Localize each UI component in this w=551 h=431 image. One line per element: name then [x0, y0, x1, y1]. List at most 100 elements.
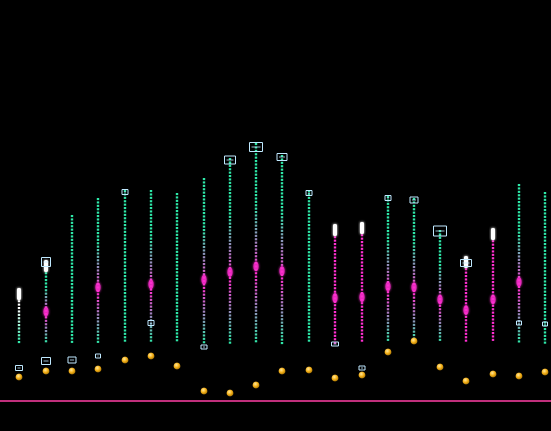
- bar-segment: [412, 276, 416, 279]
- bar-segment: [333, 280, 337, 283]
- bar-segment: [280, 209, 284, 212]
- bracket-marker-icon: [409, 196, 419, 204]
- bar-segment: [386, 226, 390, 229]
- bar-segment: [70, 221, 74, 224]
- bar-segment: [254, 187, 258, 190]
- bar-segment: [464, 292, 468, 295]
- bar-segment: [96, 310, 100, 313]
- bar-segment: [254, 340, 258, 343]
- bar-segment: [543, 260, 547, 263]
- bar-segment: [202, 300, 206, 303]
- bar-segment: [517, 340, 521, 343]
- bracket-marker-group: [15, 142, 548, 371]
- bar-segment: [17, 310, 21, 313]
- bracket-marker-icon: [358, 365, 366, 371]
- bar-segment: [149, 200, 153, 203]
- bar-segment: [412, 215, 416, 218]
- bar-segment: [360, 258, 364, 261]
- bar-segment: [438, 338, 442, 341]
- bar-segment: [149, 203, 153, 206]
- bar-segment: [202, 266, 206, 269]
- bar-segment: [96, 320, 100, 323]
- bar-segment: [517, 238, 521, 241]
- bar-segment: [280, 308, 284, 311]
- bar-segment: [44, 333, 48, 336]
- bracket-marker-icon: [41, 357, 51, 365]
- bar-segment: [517, 303, 521, 306]
- bar-segment: [254, 143, 258, 146]
- bar-segment: [333, 321, 337, 324]
- bar-segment: [491, 284, 495, 287]
- bar-segment: [543, 341, 547, 344]
- bar-segment: [360, 326, 364, 329]
- bar-segment: [44, 330, 48, 333]
- bar-segment: [280, 178, 284, 181]
- bar-segment: [491, 338, 495, 341]
- bar-segment: [123, 227, 127, 230]
- bar-segment: [228, 331, 232, 334]
- bracket-marker-icon: [147, 320, 155, 326]
- bar-segment: [280, 202, 284, 205]
- bar-segment: [202, 324, 206, 327]
- bar-segment: [123, 309, 127, 312]
- bar-segment: [175, 261, 179, 264]
- bar-segment: [517, 194, 521, 197]
- bar-segment: [412, 269, 416, 272]
- gold-orb-icon: [147, 352, 155, 360]
- bar-segment: [175, 329, 179, 332]
- bar-segment: [333, 311, 337, 314]
- bar-segment: [149, 305, 153, 308]
- bar-segment: [280, 291, 284, 294]
- bar-segment: [228, 256, 232, 259]
- bar-segment: [175, 308, 179, 311]
- bar-segment: [464, 339, 468, 342]
- bar-segment: [254, 194, 258, 197]
- bar-segment: [70, 228, 74, 231]
- bar-segment: [96, 303, 100, 306]
- gold-orb-icon: [42, 367, 50, 375]
- bar-segment: [412, 238, 416, 241]
- gold-orb-icon: [173, 362, 181, 370]
- bar-segment: [96, 215, 100, 218]
- bar-segment: [280, 195, 284, 198]
- bar-segment: [202, 191, 206, 194]
- bar-segment: [228, 215, 232, 218]
- bar-segment: [175, 230, 179, 233]
- bar-segment: [543, 205, 547, 208]
- bar-segment: [280, 294, 284, 297]
- bar-segment: [202, 222, 206, 225]
- bar-segment: [386, 338, 390, 341]
- bar-segment: [123, 315, 127, 318]
- bar-segment: [123, 241, 127, 244]
- bar-segment: [202, 256, 206, 259]
- bar-segment: [149, 207, 153, 210]
- bar-segment: [228, 249, 232, 252]
- bar-segment: [175, 288, 179, 291]
- bar-segment: [202, 331, 206, 334]
- bar-segment: [464, 319, 468, 322]
- bar-segment: [175, 281, 179, 284]
- bar-glow: [359, 292, 365, 303]
- bar-segment: [386, 308, 390, 311]
- bar-segment: [70, 249, 74, 252]
- bar-segment: [44, 296, 48, 299]
- bar-segment: [17, 307, 21, 310]
- bar-segment: [202, 314, 206, 317]
- bar-segment: [123, 258, 127, 261]
- bar-12: [307, 190, 311, 342]
- bar-segment: [228, 181, 232, 184]
- bar-segment: [254, 255, 258, 258]
- bar-segment: [254, 279, 258, 282]
- bar-segment: [386, 257, 390, 260]
- bar-segment: [202, 286, 206, 289]
- bar-segment: [96, 208, 100, 211]
- bar-segment: [70, 255, 74, 258]
- bar-segment: [386, 250, 390, 253]
- bar-segment: [123, 326, 127, 329]
- bar-segment: [254, 211, 258, 214]
- bar-segment: [149, 268, 153, 271]
- bar-segment: [202, 259, 206, 262]
- bar-segment: [386, 328, 390, 331]
- gold-orb-icon: [94, 365, 102, 373]
- bar-segment: [202, 188, 206, 191]
